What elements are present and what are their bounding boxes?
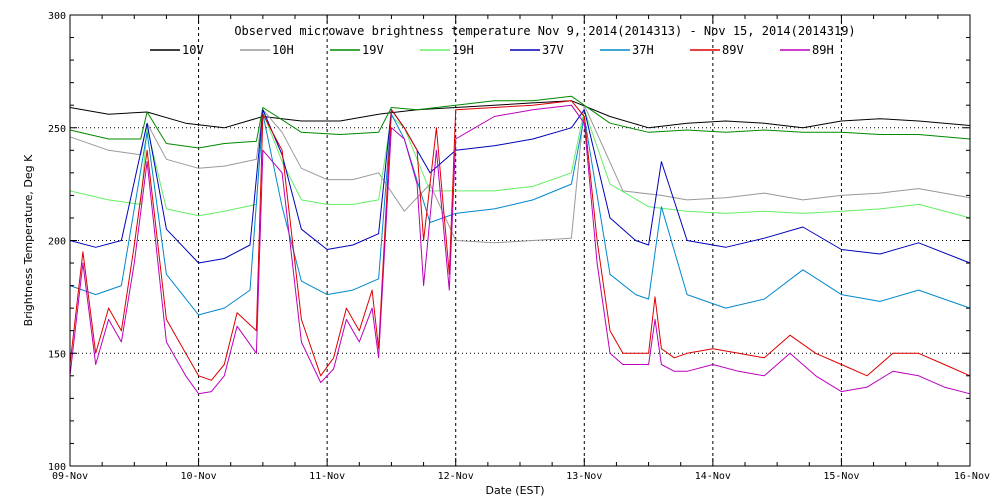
series-lines [69, 95, 971, 395]
x-tick-label: 16-Nov [954, 471, 990, 482]
series-line-19h [69, 109, 971, 219]
legend-label-89h: 89H [812, 43, 834, 57]
y-tick-label: 300 [48, 11, 66, 22]
legend-label-37v: 37V [542, 43, 564, 57]
x-tick-label: 15-Nov [823, 471, 859, 482]
y-tick-label: 100 [48, 462, 66, 473]
x-tick-label: 09-Nov [52, 471, 88, 482]
y-tick-label: 150 [48, 349, 66, 360]
x-tick-label: 12-Nov [438, 471, 474, 482]
legend-label-10v: 10V [182, 43, 204, 57]
series-line-19v [69, 95, 971, 149]
x-tick-label: 11-Nov [309, 471, 345, 482]
y-tick-label: 250 [48, 124, 66, 135]
x-axis-label: Date (EST) [485, 484, 544, 497]
series-line-37v [69, 109, 971, 264]
y-tick-label: 200 [48, 237, 66, 248]
y-axis-label: Brightness Temperature, Deg K [22, 154, 35, 326]
legend-label-89v: 89V [722, 43, 744, 57]
legend-label-19v: 19V [362, 43, 384, 57]
legend-label-19h: 19H [452, 43, 474, 57]
series-line-89v [69, 100, 971, 381]
x-tick-label: 14-Nov [695, 471, 731, 482]
legend-label-37h: 37H [632, 43, 654, 57]
series-line-10v [69, 100, 971, 129]
chart-title: Observed microwave brightness temperatur… [234, 24, 855, 38]
legend-label-10h: 10H [272, 43, 294, 57]
series-line-89h [69, 104, 971, 395]
x-tick-label: 13-Nov [566, 471, 602, 482]
x-tick-label: 10-Nov [181, 471, 217, 482]
ticks: 100 150 200 250 300 09-Nov 10-Nov 11-Nov 12-Nov 1… [48, 11, 990, 482]
plot-area [70, 15, 970, 466]
legend: 10V 10H 19V 19H 37V 37H 89V 89H [150, 43, 834, 57]
